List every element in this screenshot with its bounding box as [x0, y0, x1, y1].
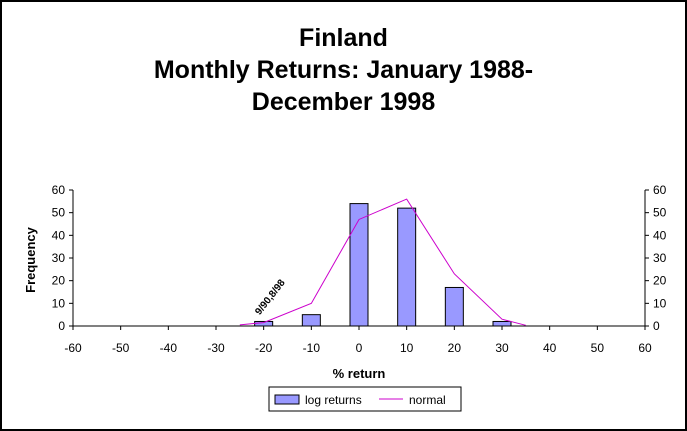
y-axis-title: Frequency — [23, 226, 38, 293]
x-axis-title: % return — [333, 366, 386, 381]
x-tick-label: 40 — [543, 341, 557, 355]
x-tick-label: 10 — [400, 341, 414, 355]
y-tick-label-right: 10 — [653, 296, 667, 310]
x-tick-label: -50 — [112, 341, 130, 355]
x-tick-label: -30 — [207, 341, 225, 355]
y-tick-label-left: 10 — [52, 296, 66, 310]
x-tick-label: -40 — [160, 341, 178, 355]
bar — [444, 286, 464, 327]
y-tick-label-right: 50 — [653, 206, 667, 220]
chart-title: Finland Monthly Returns: January 1988- D… — [2, 22, 685, 118]
y-tick-label-left: 20 — [52, 274, 66, 288]
legend-label-normal: normal — [409, 393, 446, 407]
y-tick-label-right: 0 — [653, 319, 660, 333]
bar — [349, 203, 369, 327]
y-tick-label-left: 0 — [58, 319, 65, 333]
x-tick-label: 50 — [591, 341, 605, 355]
y-tick-label-left: 50 — [52, 206, 66, 220]
bar — [397, 207, 417, 327]
x-tick-label: 0 — [356, 341, 363, 355]
legend-box — [268, 386, 462, 412]
legend-label-log-returns: log returns — [305, 393, 362, 407]
y-tick-label-right: 20 — [653, 274, 667, 288]
x-tick-label: 60 — [638, 341, 652, 355]
y-tick-label-right: 40 — [653, 228, 667, 242]
x-tick-label: -60 — [64, 341, 82, 355]
x-tick-label: 20 — [448, 341, 462, 355]
chart-title-line-3: December 1998 — [251, 88, 436, 116]
normal-line — [239, 198, 526, 326]
y-tick-label-left: 30 — [52, 251, 66, 265]
bar — [301, 314, 321, 327]
y-tick-label-right: 60 — [653, 183, 667, 197]
bar-annotation: 9/90,8/98 — [253, 277, 288, 317]
x-tick-label: -20 — [255, 341, 273, 355]
y-tick-label-right: 30 — [653, 251, 667, 265]
bar — [492, 320, 512, 327]
chart-title-line-2: Monthly Returns: January 1988- — [153, 56, 534, 84]
y-tick-label-left: 60 — [52, 183, 66, 197]
y-tick-label-left: 40 — [52, 228, 66, 242]
x-tick-label: 30 — [495, 341, 509, 355]
legend-swatch-log-returns — [274, 394, 300, 405]
x-tick-label: -10 — [303, 341, 321, 355]
chart-title-line-1: Finland — [299, 24, 388, 52]
